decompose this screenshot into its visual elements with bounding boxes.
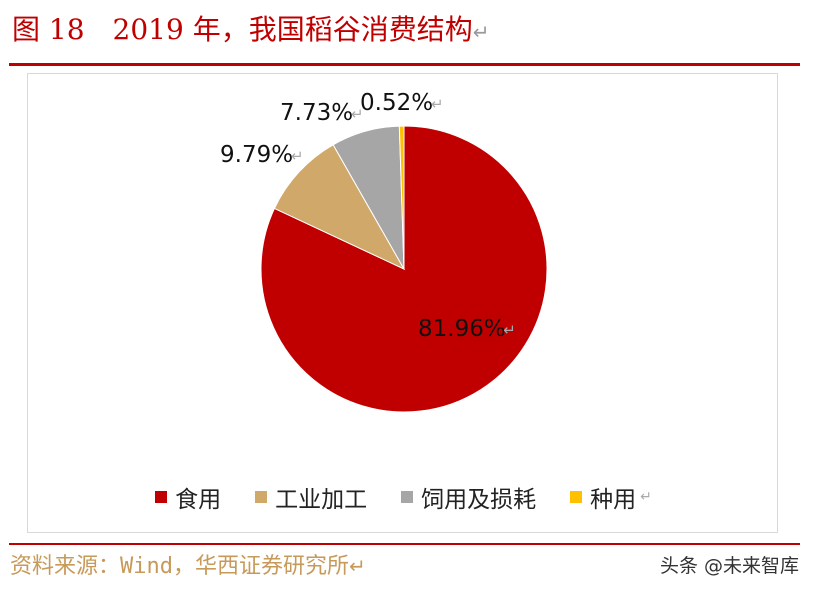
label-gongye-jiagong: 9.79% xyxy=(220,142,293,168)
label-return-mark: ↵ xyxy=(503,321,516,339)
legend-item-gongye-jiagong: 工业加工 xyxy=(255,480,367,514)
label-siyong-sunhao: 7.73% xyxy=(280,100,353,126)
figure-number: 图 18 xyxy=(12,13,85,46)
pie-data-labels: 81.96%↵9.79%↵7.73%↵0.52%↵ xyxy=(220,90,516,342)
label-return-mark: ↵ xyxy=(351,105,364,123)
legend-swatch xyxy=(155,491,168,503)
watermark-text: 头条 @未来智库 xyxy=(659,555,799,577)
pie-chart: 81.96%↵9.79%↵7.73%↵0.52%↵ xyxy=(220,90,548,413)
source-text: 资料来源：Wind，华西证券研究所 xyxy=(10,554,349,579)
slice-gongye-jiagong xyxy=(273,144,406,271)
label-return-mark: ↵ xyxy=(431,95,444,113)
title-return-mark: ↵ xyxy=(472,20,490,44)
label-shiyong: 81.96% xyxy=(418,316,506,342)
legend-label: 饲用及损耗 xyxy=(421,487,537,513)
legend-label: 工业加工 xyxy=(275,487,368,513)
bottom-divider xyxy=(9,543,800,545)
legend-item-siyong-sunhao: 饲用及损耗 xyxy=(401,480,536,514)
label-return-mark: ↵ xyxy=(291,147,304,165)
chart-frame: 81.96% ↵ 9.79% ↵ 7.73% ↵ 0.52% ↵ 食用 工业加工 饲用及损耗 种用 ↵ xyxy=(27,73,778,533)
slice-zhongyong xyxy=(398,125,405,270)
pie-slices xyxy=(260,125,548,413)
chart-legend: 食用 工业加工 饲用及损耗 种用 ↵ xyxy=(28,479,779,515)
label-zhongyong: 0.52% xyxy=(360,90,433,116)
source-return-mark: ↵ xyxy=(348,554,366,578)
figure-title: 图 18 2019 年，我国稻谷消费结构↵ xyxy=(12,10,489,50)
legend-swatch xyxy=(255,491,268,503)
legend-item-zhongyong: 种用 ↵ xyxy=(570,480,652,514)
source-note: 资料来源：Wind，华西证券研究所↵ xyxy=(10,549,366,583)
top-divider xyxy=(9,63,800,66)
legend-label: 食用 xyxy=(175,487,222,513)
legend-swatch xyxy=(401,491,414,503)
figure-title-text: 2019 年，我国稻谷消费结构 xyxy=(112,13,473,46)
legend-return-mark: ↵ xyxy=(640,489,652,505)
legend-swatch xyxy=(570,491,583,503)
legend-item-shiyong: 食用 xyxy=(155,480,221,514)
legend-label: 种用 xyxy=(590,487,637,513)
